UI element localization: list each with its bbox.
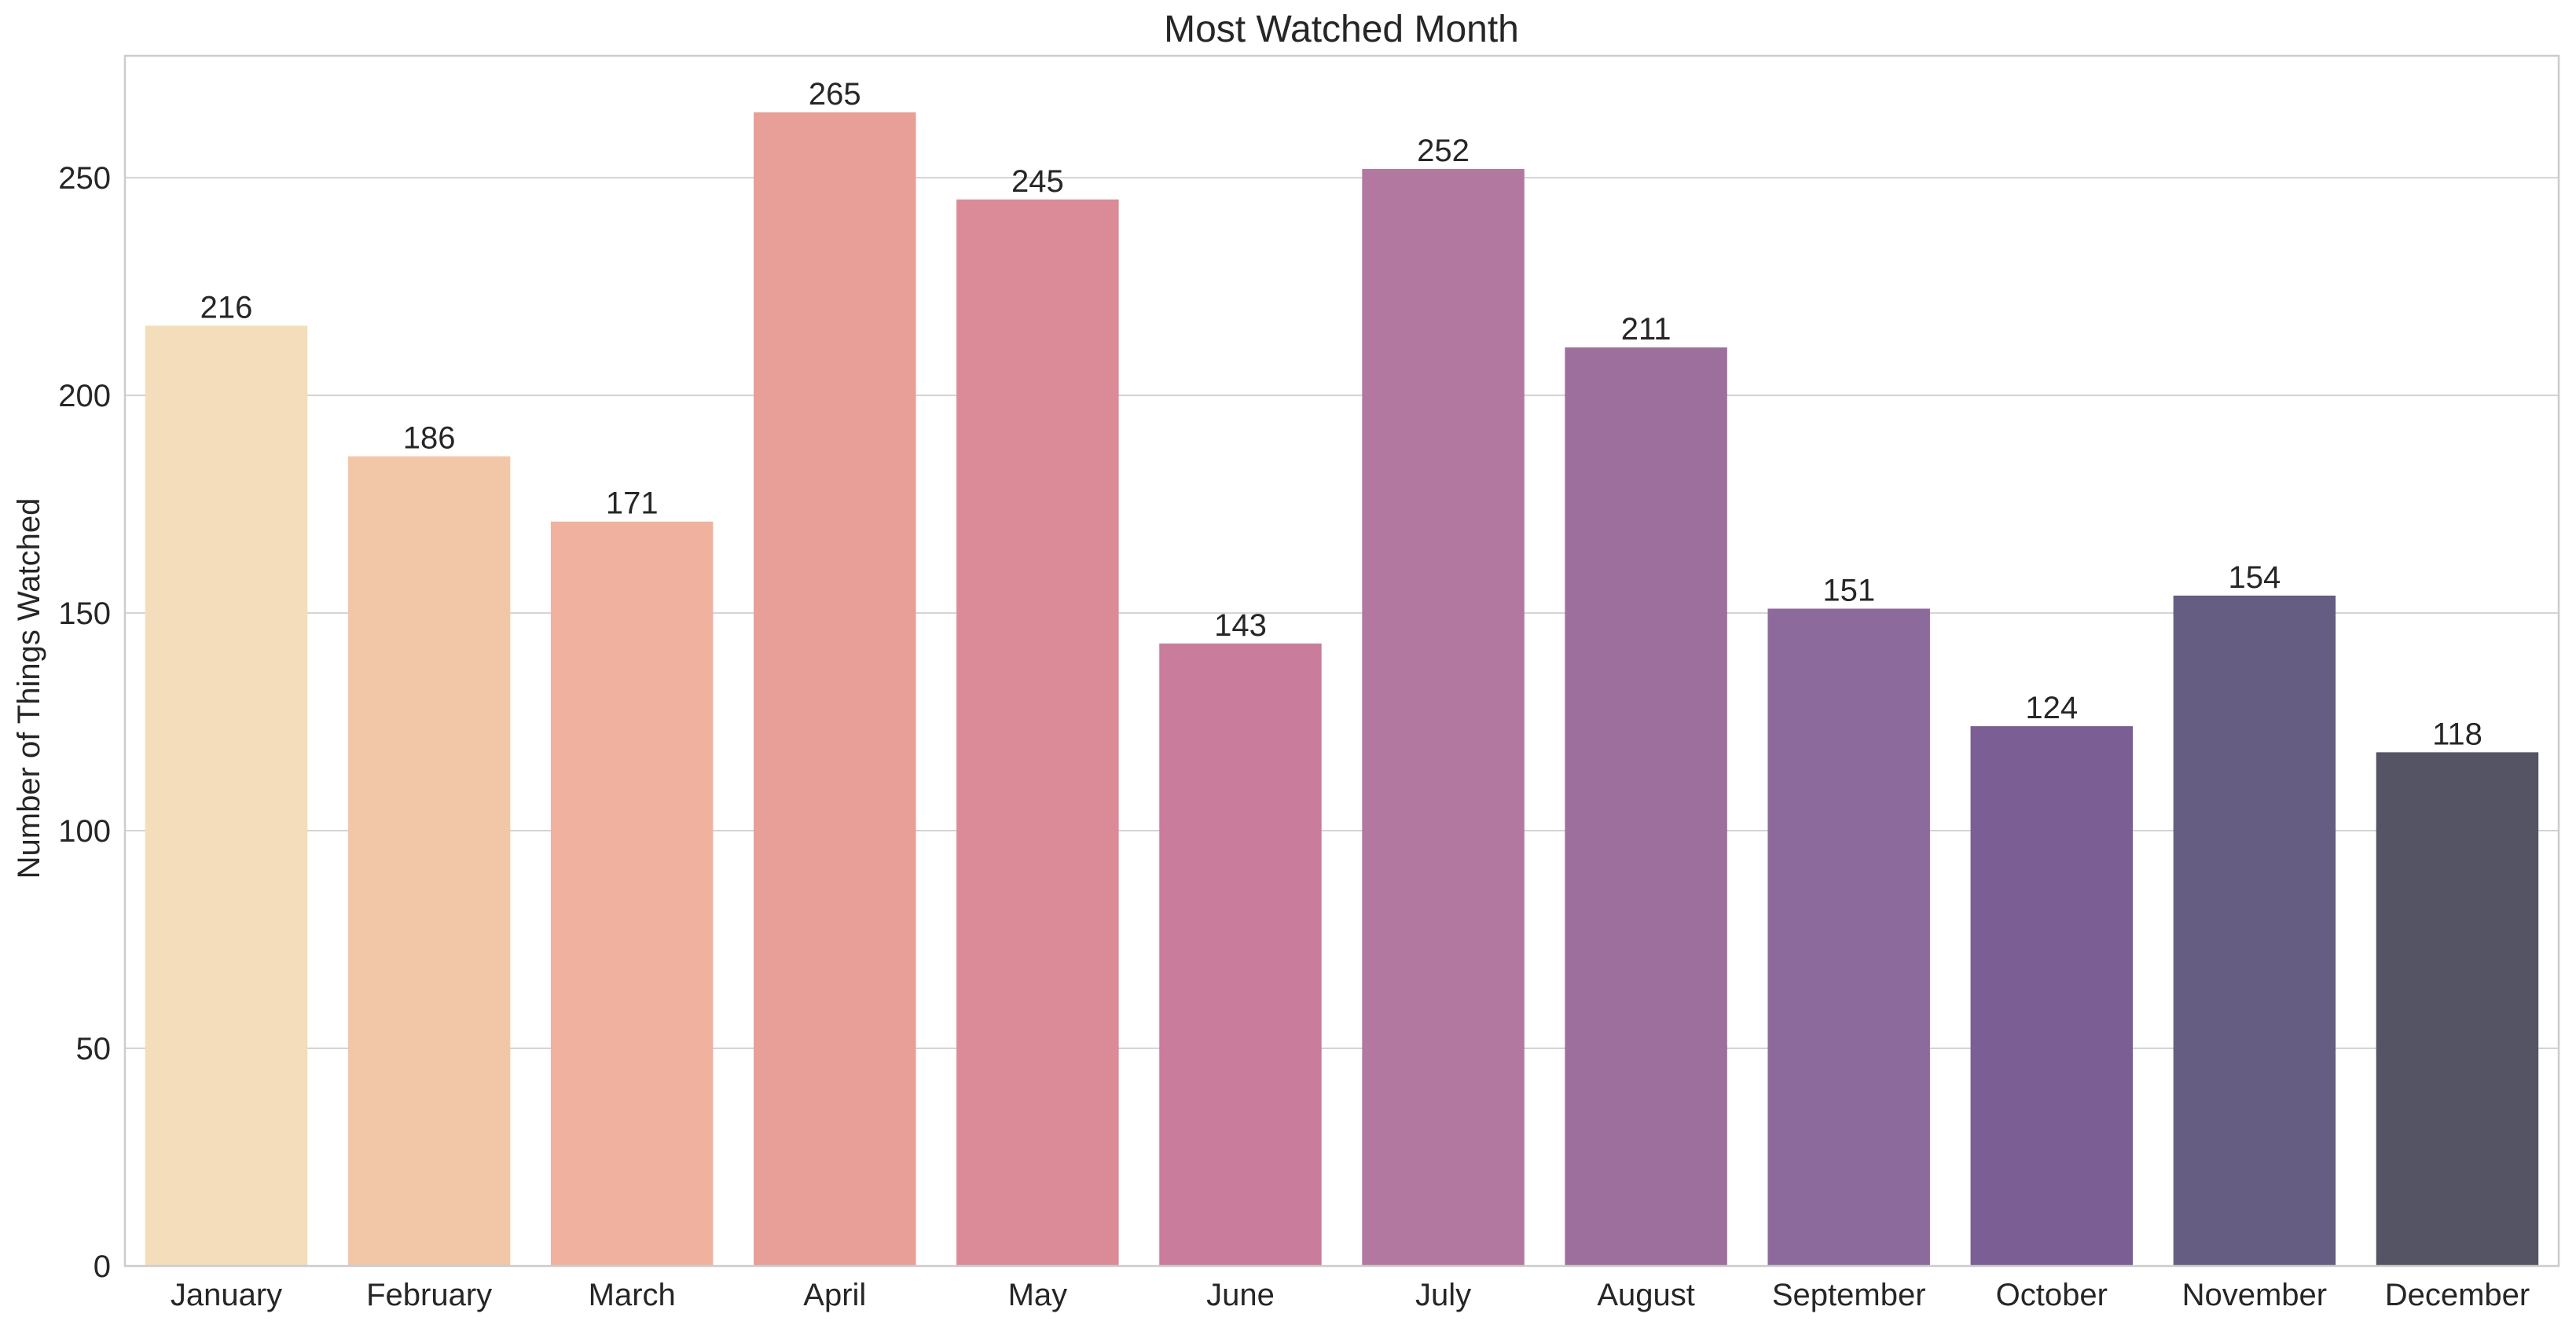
bar-december xyxy=(2376,752,2539,1266)
data-label-april: 265 xyxy=(809,77,861,112)
data-label-december: 118 xyxy=(2432,717,2482,751)
x-tick-label-june: June xyxy=(1206,1278,1275,1312)
data-labels: 216 186 171 265 245 143 252 211 151 124 154 118 xyxy=(200,77,2482,751)
data-label-may: 245 xyxy=(1011,164,1064,199)
x-tick-label-august: August xyxy=(1597,1278,1695,1312)
data-label-june: 143 xyxy=(1214,608,1267,643)
data-label-march: 171 xyxy=(606,486,659,521)
x-tick-label-september: September xyxy=(1772,1278,1926,1312)
data-label-september: 151 xyxy=(1822,574,1875,608)
y-axis-label: Number of Things Watched xyxy=(12,498,46,879)
x-tick-label-march: March xyxy=(589,1278,676,1312)
x-tick-label-april: April xyxy=(803,1278,866,1312)
bar-may xyxy=(956,199,1119,1266)
data-label-january: 216 xyxy=(200,290,253,325)
y-axis-ticks: 0 50 100 150 200 250 xyxy=(58,161,111,1284)
bar-august xyxy=(1565,347,1727,1266)
x-tick-label-february: February xyxy=(366,1278,492,1312)
y-tick-label: 100 xyxy=(58,814,111,849)
bar-april xyxy=(754,112,916,1266)
chart-title: Most Watched Month xyxy=(1164,9,1519,50)
y-tick-label: 150 xyxy=(58,596,111,631)
data-label-november: 154 xyxy=(2229,560,2281,595)
x-tick-label-january: January xyxy=(171,1278,282,1312)
bars xyxy=(145,112,2539,1266)
data-label-october: 124 xyxy=(2025,691,2078,725)
gridlines xyxy=(125,177,2559,1050)
data-label-july: 252 xyxy=(1417,134,1470,168)
y-tick-label: 200 xyxy=(58,379,111,413)
data-label-august: 211 xyxy=(1621,312,1671,347)
x-tick-label-july: July xyxy=(1415,1278,1471,1312)
bar-july xyxy=(1362,169,1525,1266)
x-tick-label-may: May xyxy=(1008,1278,1068,1312)
x-axis-ticks: January February March April May June July Augu… xyxy=(171,1278,2530,1312)
bar-november xyxy=(2173,595,2336,1266)
bar-february xyxy=(347,456,511,1266)
y-tick-label: 0 xyxy=(94,1249,111,1284)
x-tick-label-october: October xyxy=(1996,1278,2108,1312)
bar-september xyxy=(1767,608,1930,1266)
y-tick-label: 250 xyxy=(58,161,111,196)
bar-march xyxy=(550,521,714,1266)
bar-october xyxy=(1970,726,2134,1266)
x-tick-label-november: November xyxy=(2182,1278,2328,1312)
plot-frame xyxy=(123,54,2560,1268)
bar-january xyxy=(145,325,308,1266)
data-label-february: 186 xyxy=(403,421,456,456)
y-tick-label: 50 xyxy=(76,1032,112,1066)
x-tick-label-december: December xyxy=(2385,1278,2530,1312)
bar-june xyxy=(1159,643,1322,1266)
